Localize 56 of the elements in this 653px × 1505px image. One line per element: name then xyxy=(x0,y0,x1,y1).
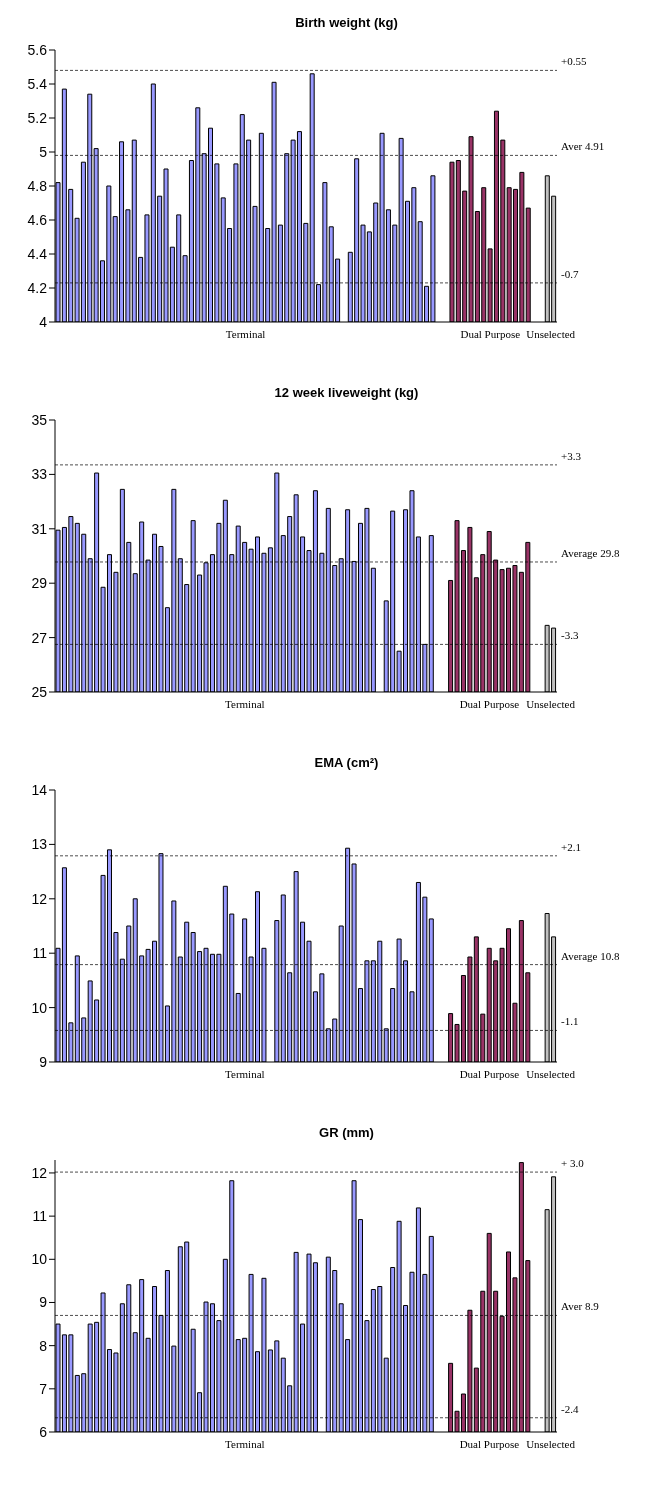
y-tick-label: 14 xyxy=(31,781,48,798)
y-tick-label: 12 xyxy=(31,890,48,907)
chart-title: Birth weight (kg) xyxy=(294,14,399,32)
y-tick-label: 29 xyxy=(31,575,48,592)
text: Aver 8.9 xyxy=(561,1300,599,1314)
chart-title: EMA (cm²) xyxy=(313,754,380,772)
text: +2.1 xyxy=(561,840,581,854)
text: -2.4 xyxy=(561,1402,579,1416)
text: Unselected xyxy=(525,328,577,340)
y-tick-label: 5.2 xyxy=(27,109,48,126)
y-tick-label: 7 xyxy=(39,1380,48,1397)
y-tick-label: 31 xyxy=(31,520,48,537)
y-tick-label: 10 xyxy=(31,1251,48,1268)
y-tick-label: 8 xyxy=(39,1337,48,1354)
text: Average 10.8 xyxy=(561,949,620,963)
y-tick-label: 6 xyxy=(39,1423,48,1440)
y-tick-label: 11 xyxy=(32,1208,48,1225)
y-tick-label: 33 xyxy=(31,466,48,483)
text: Dual Purpose xyxy=(459,698,520,710)
y-tick-label: 25 xyxy=(31,683,48,700)
text: Average 29.8 xyxy=(561,546,620,560)
y-tick-label: 35 xyxy=(31,411,48,428)
text: Terminal xyxy=(224,698,266,710)
y-tick-label: 4.4 xyxy=(27,245,48,262)
y-tick-label: 9 xyxy=(39,1053,48,1070)
y-tick-label: 4.6 xyxy=(27,211,48,228)
text: -1.1 xyxy=(561,1015,579,1029)
y-tick-label: 4.8 xyxy=(27,177,48,194)
text: -0.7 xyxy=(561,267,579,281)
text: + 3.0 xyxy=(561,1157,584,1171)
text: Unselected xyxy=(525,1068,576,1080)
chart-title: GR (mm) xyxy=(318,1124,375,1142)
y-tick-label: 4 xyxy=(39,313,48,330)
text: Terminal xyxy=(224,328,267,340)
y-tick-label: 12 xyxy=(31,1164,48,1181)
text: +3.3 xyxy=(561,449,581,463)
y-tick-label: 9 xyxy=(39,1294,48,1311)
text: Terminal xyxy=(224,1068,266,1080)
text: -3.3 xyxy=(561,629,579,643)
text: +0.55 xyxy=(561,55,587,69)
y-tick-label: 27 xyxy=(31,629,48,646)
text: Dual Purpose xyxy=(459,1068,520,1080)
y-tick-label: 5.4 xyxy=(27,75,48,92)
y-tick-label: 11 xyxy=(32,945,48,962)
text: Terminal xyxy=(224,1438,266,1450)
text: Unselected xyxy=(525,698,576,710)
text: Dual Purpose xyxy=(459,1438,520,1450)
text: Dual Purpose xyxy=(460,328,521,340)
y-tick-label: 10 xyxy=(31,999,48,1016)
text: Aver 4.91 xyxy=(561,140,605,154)
y-tick-label: 5 xyxy=(39,143,48,160)
text: Unselected xyxy=(525,1438,576,1450)
chart-title: 12 week liveweight (kg) xyxy=(273,384,420,402)
y-tick-label: 4.2 xyxy=(27,279,48,296)
y-tick-label: 5.6 xyxy=(27,41,48,58)
y-tick-label: 13 xyxy=(31,836,48,853)
